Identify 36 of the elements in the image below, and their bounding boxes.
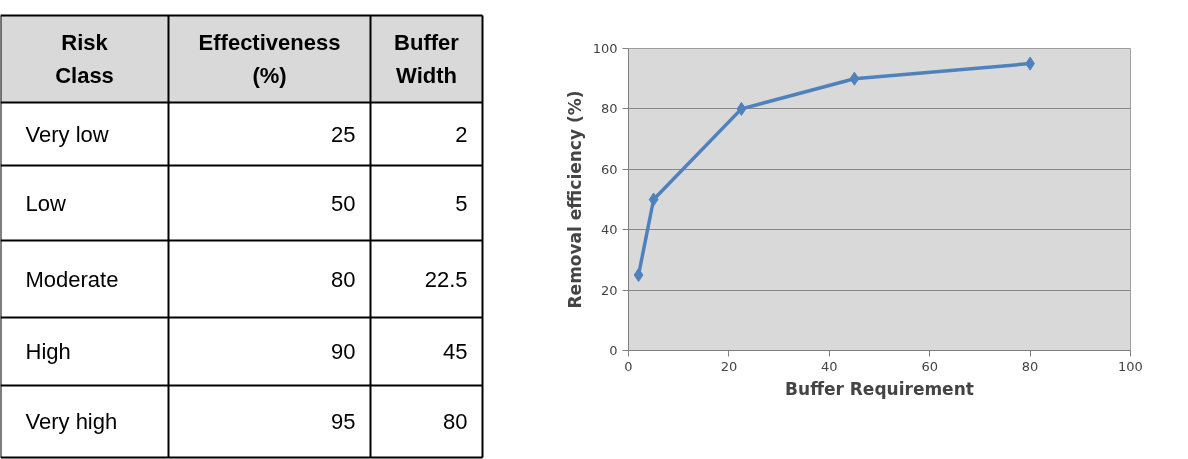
category-label: Low bbox=[25, 190, 66, 216]
y-tick-label: 60 bbox=[600, 161, 618, 177]
data-label: 90 bbox=[331, 339, 356, 364]
category-label: High bbox=[25, 339, 71, 364]
y-tick-label: 20 bbox=[600, 282, 618, 298]
point bbox=[633, 268, 644, 282]
data-label: 22.5 bbox=[424, 266, 468, 292]
data-label: 5 bbox=[455, 190, 468, 216]
category-label: Very low bbox=[25, 121, 109, 147]
x-tick-label: 20 bbox=[720, 358, 738, 374]
x-tick-label: 60 bbox=[921, 358, 938, 374]
y-tick-label: 100 bbox=[592, 41, 618, 56]
x-axis-title: Buffer Requirement bbox=[785, 378, 974, 399]
y-axis-title: Removal efficiency (%) bbox=[564, 90, 585, 309]
x-tick-label: 40 bbox=[821, 358, 838, 374]
series-label: Effectiveness (%) bbox=[198, 30, 341, 88]
y-tick-label: 0 bbox=[609, 343, 618, 358]
data-label: 50 bbox=[331, 190, 356, 216]
data-label: 45 bbox=[443, 339, 468, 364]
y-tick-label: 80 bbox=[600, 101, 618, 117]
data-label: 2 bbox=[455, 121, 468, 147]
x-tick-label: 0 bbox=[624, 358, 633, 374]
y-tick-label: 40 bbox=[600, 222, 618, 238]
data-label: 25 bbox=[331, 121, 356, 147]
data-label: 95 bbox=[331, 409, 356, 434]
point bbox=[849, 71, 860, 86]
text: Buffer Width bbox=[394, 30, 460, 88]
category-label: Very high bbox=[25, 409, 118, 434]
data-label: 80 bbox=[443, 409, 468, 434]
x-tick-label: 80 bbox=[1021, 358, 1039, 374]
category-label: Moderate bbox=[25, 266, 119, 292]
x-tick-label: 100 bbox=[1118, 358, 1143, 374]
point bbox=[648, 192, 659, 207]
text: Risk Class bbox=[55, 30, 114, 88]
data-label: 80 bbox=[331, 266, 356, 292]
point bbox=[736, 101, 747, 116]
